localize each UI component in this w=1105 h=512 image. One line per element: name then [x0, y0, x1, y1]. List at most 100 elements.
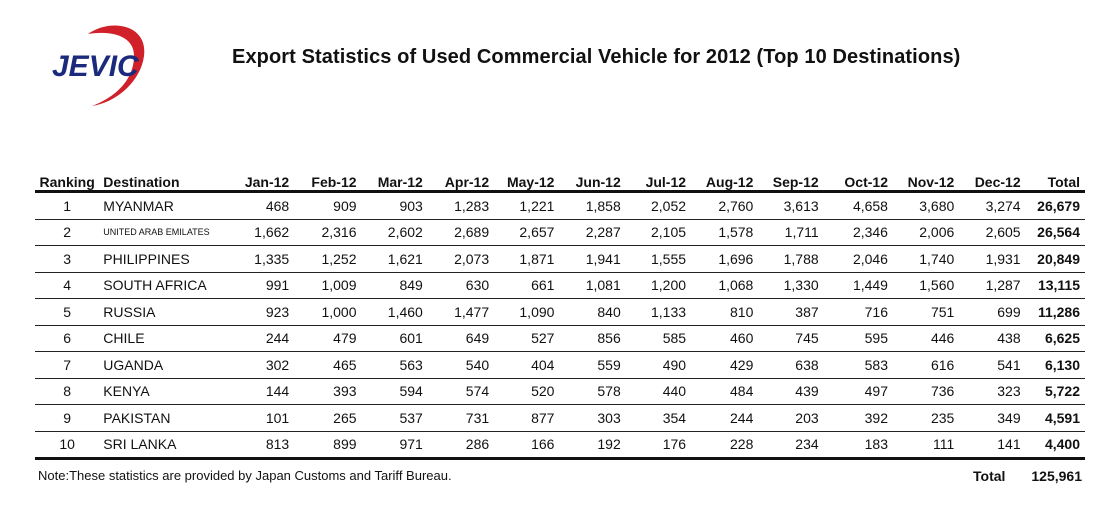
month-value-cell: 2,073: [427, 245, 495, 273]
month-value-cell: 244: [231, 325, 295, 352]
month-value-cell: 2,052: [625, 191, 692, 220]
month-value-cell: 595: [823, 325, 893, 352]
destination-cell: PAKISTAN: [99, 404, 232, 432]
statistics-table: Ranking Destination Jan-12 Feb-12 Mar-12 Apr-…: [35, 171, 1085, 460]
month-value-cell: 1,283: [427, 191, 495, 220]
row-total-cell: 26,679: [1025, 191, 1085, 220]
month-value-cell: 563: [361, 351, 428, 379]
rank-cell: 4: [35, 272, 100, 299]
table-row: 5 RUSSIA 923 1,000 1,460 1,477 1,090 840 1,133 81…: [35, 298, 1085, 326]
month-value-cell: 583: [823, 351, 893, 379]
destination-cell: PHILIPPINES: [99, 245, 232, 273]
month-value-cell: 899: [294, 431, 362, 460]
month-value-cell: 2,346: [823, 219, 893, 246]
column-header: Aug-12: [691, 171, 759, 193]
month-value-cell: 2,105: [625, 219, 692, 246]
month-value-cell: 141: [959, 431, 1026, 460]
month-value-cell: 2,046: [823, 245, 893, 273]
month-value-cell: 1,335: [231, 245, 295, 273]
table-row: 2 UNITED ARAB EMILATES 1,662 2,316 2,602 2,68…: [35, 219, 1085, 246]
month-value-cell: 1,740: [892, 245, 960, 273]
month-value-cell: 439: [758, 378, 824, 405]
column-header: Dec-12: [959, 171, 1026, 193]
month-value-cell: 810: [691, 298, 759, 326]
month-value-cell: 228: [691, 431, 759, 460]
month-value-cell: 2,605: [959, 219, 1026, 246]
row-total-cell: 4,591: [1025, 404, 1085, 432]
column-header: Jun-12: [559, 171, 626, 193]
grand-total-value: 125,961: [1031, 468, 1082, 484]
destination-cell: SOUTH AFRICA: [99, 272, 232, 299]
month-value-cell: 1,477: [427, 298, 495, 326]
rank-cell: 2: [35, 219, 100, 246]
month-value-cell: 235: [892, 404, 960, 432]
month-value-cell: 349: [959, 404, 1026, 432]
rank-cell: 9: [35, 404, 100, 432]
column-header: Apr-12: [427, 171, 495, 193]
row-total-cell: 26,564: [1025, 219, 1085, 246]
table-row: 7 UGANDA 302 465 563 540 404 559 490 429 638 583 616…: [35, 351, 1085, 379]
month-value-cell: 302: [231, 351, 295, 379]
month-value-cell: 527: [494, 325, 560, 352]
rank-cell: 6: [35, 325, 100, 352]
month-value-cell: 484: [691, 378, 759, 405]
month-value-cell: 387: [758, 298, 824, 326]
source-note: Note:These statistics are provided by Ja…: [38, 468, 452, 483]
destination-cell: SRI LANKA: [99, 431, 232, 460]
column-header: Nov-12: [892, 171, 960, 193]
month-value-cell: 404: [494, 351, 560, 379]
month-value-cell: 183: [823, 431, 893, 460]
month-value-cell: 1,200: [625, 272, 692, 299]
month-value-cell: 541: [959, 351, 1026, 379]
month-value-cell: 244: [691, 404, 759, 432]
month-value-cell: 2,760: [691, 191, 759, 220]
month-value-cell: 1,133: [625, 298, 692, 326]
month-value-cell: 1,711: [758, 219, 824, 246]
column-header: Feb-12: [294, 171, 362, 193]
rank-cell: 1: [35, 191, 100, 220]
row-total-cell: 6,130: [1025, 351, 1085, 379]
month-value-cell: 877: [494, 404, 560, 432]
month-value-cell: 3,274: [959, 191, 1026, 220]
table-row: 8 KENYA 144 393 594 574 520 578 440 484 439 497 736 3…: [35, 378, 1085, 405]
month-value-cell: 323: [959, 378, 1026, 405]
month-value-cell: 813: [231, 431, 295, 460]
month-value-cell: 1,696: [691, 245, 759, 273]
month-value-cell: 540: [427, 351, 495, 379]
column-header: Jul-12: [625, 171, 692, 193]
rank-cell: 5: [35, 298, 100, 326]
table-row: 1 MYANMAR 468 909 903 1,283 1,221 1,858 2,052 2,7…: [35, 191, 1085, 220]
month-value-cell: 574: [427, 378, 495, 405]
row-total-cell: 5,722: [1025, 378, 1085, 405]
month-value-cell: 1,330: [758, 272, 824, 299]
month-value-cell: 1,009: [294, 272, 362, 299]
month-value-cell: 446: [892, 325, 960, 352]
table-row: 9 PAKISTAN 101 265 537 731 877 303 354 244 203 392 2…: [35, 404, 1085, 432]
destination-cell: RUSSIA: [99, 298, 232, 326]
month-value-cell: 438: [959, 325, 1026, 352]
month-value-cell: 849: [361, 272, 428, 299]
month-value-cell: 203: [758, 404, 824, 432]
month-value-cell: 1,555: [625, 245, 692, 273]
row-total-cell: 11,286: [1025, 298, 1085, 326]
month-value-cell: 2,689: [427, 219, 495, 246]
month-value-cell: 2,287: [559, 219, 626, 246]
month-value-cell: 731: [427, 404, 495, 432]
month-value-cell: 649: [427, 325, 495, 352]
row-total-cell: 6,625: [1025, 325, 1085, 352]
month-value-cell: 716: [823, 298, 893, 326]
row-total-cell: 4,400: [1025, 431, 1085, 460]
month-value-cell: 616: [892, 351, 960, 379]
month-value-cell: 465: [294, 351, 362, 379]
table-row: 4 SOUTH AFRICA 991 1,009 849 630 661 1,081 1,200…: [35, 272, 1085, 299]
month-value-cell: 736: [892, 378, 960, 405]
month-value-cell: 166: [494, 431, 560, 460]
column-header: Sep-12: [758, 171, 824, 193]
month-value-cell: 234: [758, 431, 824, 460]
month-value-cell: 1,871: [494, 245, 560, 273]
month-value-cell: 101: [231, 404, 295, 432]
month-value-cell: 699: [959, 298, 1026, 326]
month-value-cell: 1,287: [959, 272, 1026, 299]
month-value-cell: 661: [494, 272, 560, 299]
month-value-cell: 991: [231, 272, 295, 299]
